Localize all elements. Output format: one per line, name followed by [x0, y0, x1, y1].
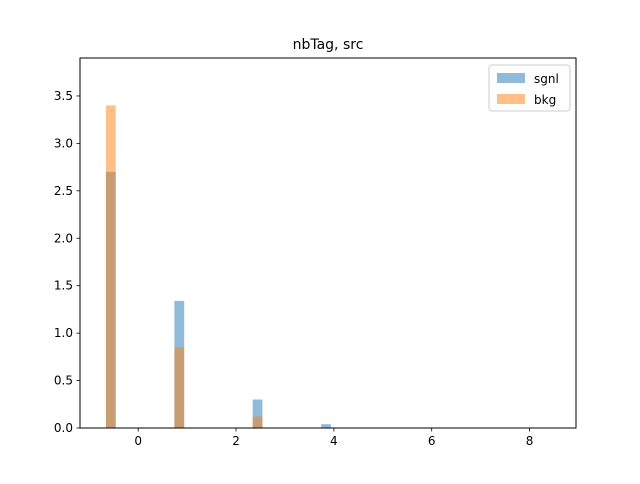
y-tick-label: 3.5 [54, 89, 73, 103]
bar-sgnl-3 [321, 424, 331, 428]
axes-layer: 0 2 4 6 8 0.0 0.5 1.0 1.5 2.0 2.5 3.0 3.5 [54, 57, 577, 448]
y-tick-label: 1.5 [54, 279, 73, 293]
bar-bkg-0 [105, 105, 116, 428]
axes-frame [79, 57, 577, 429]
bars-layer [105, 105, 331, 428]
x-tick-label: 4 [330, 434, 338, 448]
y-tick-label: 1.0 [54, 326, 73, 340]
bar-bkg-1 [174, 347, 185, 428]
y-tick-label: 0.5 [54, 374, 73, 388]
bar-sgnl-2 [252, 399, 263, 428]
legend-label-sgnl: sgnl [534, 72, 559, 86]
y-tick-label: 3.0 [54, 136, 73, 150]
legend-label-bkg: bkg [534, 93, 556, 107]
x-tick-label: 8 [526, 434, 534, 448]
x-tick-label: 0 [134, 434, 142, 448]
legend: sgnl bkg [488, 64, 571, 112]
y-tick-label: 2.5 [54, 184, 73, 198]
x-tick-label: 6 [428, 434, 436, 448]
legend-swatch-sgnl [497, 73, 525, 83]
y-tick-label: 0.0 [54, 421, 73, 435]
chart-title: nbTag, src [293, 37, 364, 53]
bar-bkg-2 [252, 416, 263, 428]
legend-swatch-bkg [497, 94, 525, 104]
y-tick-label: 2.0 [54, 231, 73, 245]
x-tick-label: 2 [232, 434, 240, 448]
